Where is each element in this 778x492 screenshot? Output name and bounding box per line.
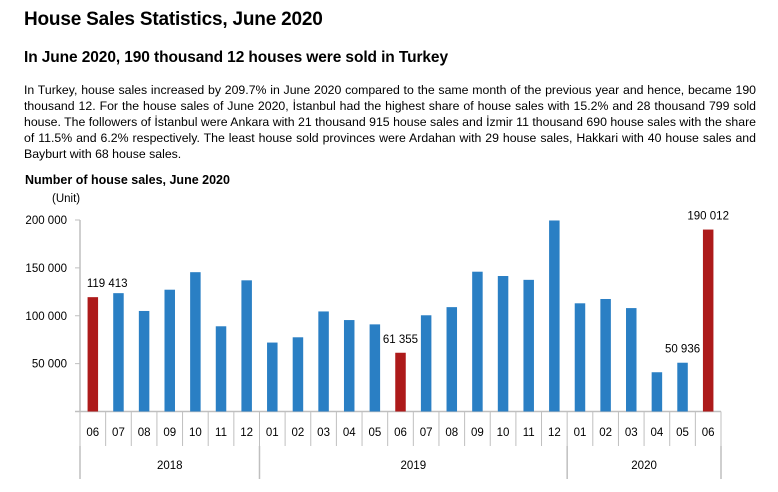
x-tick-label: 04 — [343, 427, 356, 439]
year-label: 2019 — [401, 460, 427, 472]
x-tick-label: 08 — [138, 427, 151, 439]
bar — [190, 272, 201, 412]
bar — [215, 326, 227, 412]
bar — [497, 276, 509, 412]
bar — [420, 315, 432, 412]
x-tick-label: 02 — [292, 427, 305, 439]
chart-title: Number of house sales, June 2020 — [25, 173, 230, 187]
year-label: 2018 — [157, 460, 183, 472]
bar — [164, 289, 175, 412]
x-tick-label: 09 — [163, 427, 176, 439]
bar — [292, 337, 304, 412]
bar — [549, 220, 560, 412]
bar-highlight — [702, 229, 714, 412]
bar — [113, 293, 124, 412]
y-tick-label: 200 000 — [25, 215, 67, 227]
x-tick-label: 11 — [215, 427, 227, 439]
bar — [626, 308, 637, 412]
x-tick-label: 03 — [625, 427, 638, 439]
bar — [138, 310, 150, 412]
bar-highlight — [395, 352, 406, 412]
x-tick-label: 05 — [368, 427, 381, 439]
x-tick-label: 12 — [548, 427, 561, 439]
bar — [369, 324, 381, 412]
x-tick-label: 04 — [651, 427, 664, 439]
bar — [343, 320, 355, 412]
x-tick-label: 03 — [317, 427, 330, 439]
y-tick-label: 50 000 — [32, 359, 67, 371]
y-axis-unit-label: (Unit) — [52, 193, 81, 205]
bar — [446, 307, 458, 412]
data-label: 119 413 — [87, 278, 128, 290]
bar — [241, 280, 252, 412]
bar — [267, 342, 278, 412]
x-tick-label: 08 — [445, 427, 458, 439]
x-tick-label: 09 — [471, 427, 484, 439]
x-tick-label: 06 — [394, 427, 407, 439]
x-tick-label: 01 — [574, 427, 587, 439]
x-tick-label: 12 — [240, 427, 253, 439]
x-tick-label: 10 — [189, 427, 202, 439]
summary-paragraph: In Turkey, house sales increased by 209.… — [24, 83, 756, 161]
x-tick-label: 06 — [702, 427, 715, 439]
data-label: 61 355 — [383, 334, 418, 346]
x-tick-label: 10 — [497, 427, 510, 439]
y-tick-label: 100 000 — [25, 311, 67, 323]
x-tick-label: 11 — [523, 427, 535, 439]
x-tick-label: 01 — [266, 427, 279, 439]
bar — [600, 298, 611, 412]
x-tick-label: 07 — [420, 427, 433, 439]
bar — [651, 372, 663, 412]
bar — [574, 303, 586, 412]
data-label: 50 936 — [665, 344, 700, 356]
bar — [472, 271, 483, 412]
y-tick-label: 150 000 — [25, 263, 67, 275]
bar — [318, 311, 329, 412]
year-label: 2020 — [631, 460, 657, 472]
bar — [523, 279, 534, 412]
x-tick-label: 02 — [599, 427, 612, 439]
x-tick-label: 06 — [86, 427, 99, 439]
headline: In June 2020, 190 thousand 12 houses wer… — [24, 49, 448, 66]
bar-highlight — [87, 297, 99, 412]
page-title: House Sales Statistics, June 2020 — [24, 9, 323, 30]
bar — [677, 362, 688, 412]
x-tick-label: 05 — [676, 427, 689, 439]
data-label: 190 012 — [687, 211, 729, 223]
x-tick-label: 07 — [112, 427, 125, 439]
